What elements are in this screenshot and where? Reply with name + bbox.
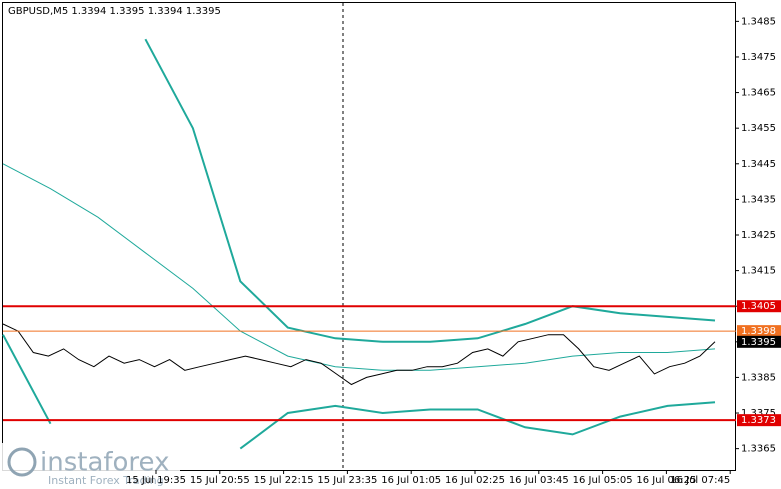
x-tick-label: 15 Jul 19:35 bbox=[126, 475, 186, 486]
x-tick-label: 16 Jul 06:25 bbox=[636, 475, 696, 486]
y-tick-label: 1.3485 bbox=[741, 16, 776, 27]
y-tick-label: 1.3455 bbox=[741, 123, 776, 134]
x-tick-label: 16 Jul 05:05 bbox=[573, 475, 633, 486]
watermark-tagline: Instant Forex Trading bbox=[48, 474, 164, 487]
y-tick-label: 1.3375 bbox=[741, 408, 776, 419]
watermark-logo bbox=[7, 447, 37, 477]
band-line bbox=[144, 38, 716, 343]
level-label-bg bbox=[737, 325, 781, 338]
level-label: 1.3398 bbox=[741, 326, 776, 337]
x-tick-label: 15 Jul 23:35 bbox=[317, 475, 377, 486]
level-label: 1.3395 bbox=[741, 337, 776, 348]
y-tick-label: 1.3415 bbox=[741, 266, 776, 277]
x-tick-label: 16 Jul 07:45 bbox=[670, 475, 730, 486]
x-tick-label: 16 Jul 03:45 bbox=[509, 475, 569, 486]
level-label: 1.3373 bbox=[741, 415, 776, 426]
x-tick-label: 15 Jul 20:55 bbox=[190, 475, 250, 486]
watermark: instaforex Instant Forex Trading bbox=[0, 443, 180, 489]
level-label-bg bbox=[737, 414, 781, 427]
y-tick-label: 1.3475 bbox=[741, 52, 776, 63]
y-tick-label: 1.3425 bbox=[741, 230, 776, 241]
price-line bbox=[2, 323, 716, 386]
level-label: 1.3405 bbox=[741, 301, 776, 312]
y-tick-label: 1.3385 bbox=[741, 372, 776, 383]
plot-frame bbox=[2, 2, 736, 471]
watermark-brand: instaforex bbox=[40, 448, 169, 478]
chart-title: GBPUSD,M5 1.3394 1.3395 1.3394 1.3395 bbox=[8, 6, 221, 17]
level-label-bg bbox=[737, 335, 781, 348]
x-tick-label: 16 Jul 02:25 bbox=[445, 475, 505, 486]
plot bbox=[2, 38, 736, 450]
y-tick-label: 1.3365 bbox=[741, 444, 776, 455]
band-line bbox=[2, 334, 716, 450]
y-tick-label: 1.3435 bbox=[741, 194, 776, 205]
x-tick-label: 15 Jul 22:15 bbox=[254, 475, 314, 486]
y-tick-label: 1.3445 bbox=[741, 159, 776, 170]
band-line bbox=[2, 163, 716, 371]
x-tick-label: 16 Jul 01:05 bbox=[381, 475, 441, 486]
y-tick-label: 1.3465 bbox=[741, 88, 776, 99]
level-label-bg bbox=[737, 300, 781, 313]
